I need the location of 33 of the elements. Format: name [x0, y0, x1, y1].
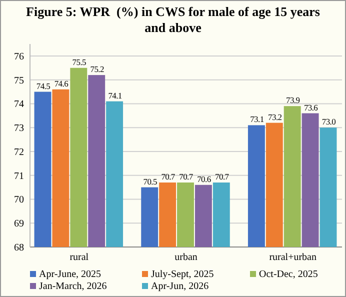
data-label: 75.5 — [72, 56, 86, 67]
data-label: 70.7 — [179, 172, 193, 182]
data-label: 75.2 — [90, 64, 104, 74]
y-tick-label: 73 — [14, 123, 24, 134]
data-label: 73.0 — [322, 116, 336, 127]
x-tick-label: rural — [70, 252, 89, 263]
y-tick-label: 76 — [14, 51, 24, 62]
data-label: 70.7 — [161, 172, 175, 182]
data-label: 70.7 — [215, 172, 229, 182]
legend-label: Jan-March, 2026 — [39, 281, 107, 292]
y-tick-label: 69 — [14, 218, 24, 230]
legend-label: Apr-Jun, 2026 — [151, 281, 209, 292]
data-label: 73.1 — [250, 114, 264, 124]
data-label: 73.6 — [304, 102, 318, 112]
data-label: 74.5 — [36, 80, 50, 91]
legend-label: Apr-June, 2025 — [39, 269, 102, 280]
legend-label: Oct-Dec, 2025 — [259, 269, 318, 280]
legend-label: July-Sept, 2025 — [151, 269, 214, 280]
chart-title: Figure 5: WPR (%) in CWS for male of age 15 years and above — [26, 4, 320, 35]
data-label: 74.6 — [54, 78, 68, 88]
data-label: 73.9 — [286, 95, 300, 106]
y-tick-label: 72 — [14, 146, 24, 158]
data-label: 74.1 — [108, 90, 122, 100]
y-tick-label: 71 — [14, 170, 24, 182]
x-tick-label: urban — [174, 252, 198, 263]
y-tick-label: 68 — [14, 242, 24, 254]
y-tick-label: 75 — [14, 75, 24, 86]
y-tick-label: 74 — [14, 99, 24, 110]
data-label: 70.6 — [197, 174, 211, 184]
data-label: 70.5 — [143, 176, 157, 186]
data-label: 73.2 — [268, 112, 282, 122]
x-tick-label: rural+urban — [269, 252, 316, 263]
y-tick-label: 70 — [14, 194, 24, 206]
